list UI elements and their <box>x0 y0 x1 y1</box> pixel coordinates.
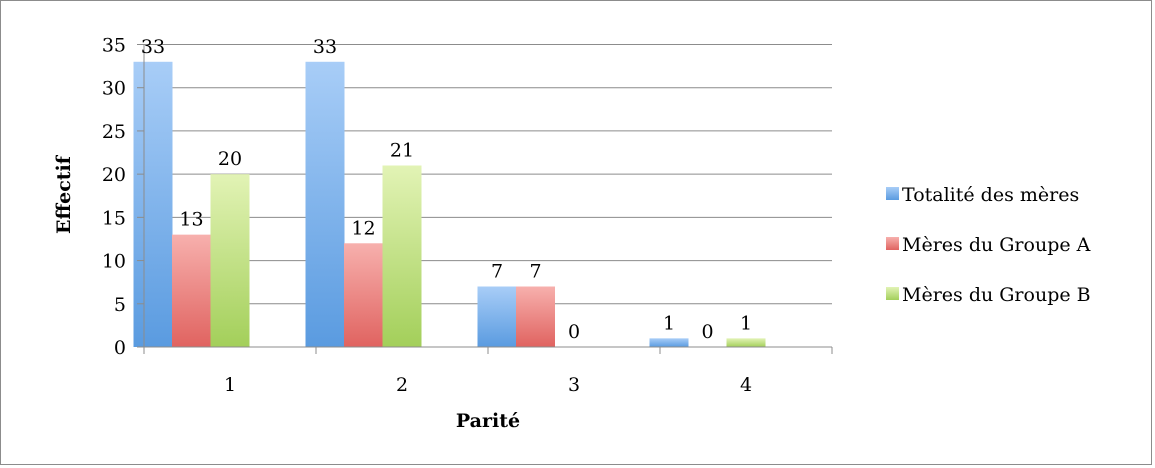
data-label: 21 <box>390 140 414 162</box>
bar <box>133 61 173 348</box>
y-tick-label: 30 <box>102 78 126 100</box>
bar <box>726 338 766 347</box>
x-tick-label: 2 <box>396 374 408 396</box>
data-label: 7 <box>491 261 503 283</box>
data-label: 1 <box>740 312 752 334</box>
bar <box>172 234 211 347</box>
y-tick-labels: 0 5 10 15 20 25 30 35 <box>102 35 126 360</box>
data-label: 13 <box>179 209 203 231</box>
x-tick-labels: 1 2 3 4 <box>224 374 752 396</box>
x-tick-label: 4 <box>740 374 752 396</box>
legend-label: Mères du Groupe A <box>902 234 1091 256</box>
data-label: 33 <box>141 36 165 58</box>
bar <box>305 61 345 348</box>
legend-swatch <box>886 287 899 300</box>
data-labels: 33 33 7 1 13 12 7 0 20 21 0 1 <box>141 36 752 343</box>
y-tick-label: 35 <box>102 35 126 57</box>
data-label: 20 <box>218 148 242 170</box>
bar <box>516 286 555 347</box>
data-label: 0 <box>701 321 713 343</box>
x-tick-label: 3 <box>568 374 580 396</box>
data-label: 33 <box>313 36 337 58</box>
y-tick-label: 15 <box>102 207 126 229</box>
legend-swatch <box>886 237 899 250</box>
bar <box>344 243 383 347</box>
legend-swatch <box>886 187 899 200</box>
data-label: 1 <box>663 312 675 334</box>
y-tick-label: 0 <box>114 337 126 359</box>
axes <box>137 44 833 354</box>
x-axis-title: Parité <box>456 410 520 432</box>
bar <box>649 338 689 347</box>
legend-label: Mères du Groupe B <box>902 284 1091 306</box>
data-label: 0 <box>568 321 580 343</box>
y-tick-label: 25 <box>102 121 126 143</box>
y-tick-label: 20 <box>102 164 126 186</box>
bar <box>477 286 517 347</box>
bars <box>133 61 766 348</box>
gridlines <box>144 44 832 305</box>
x-tick-label: 1 <box>224 374 236 396</box>
y-tick-label: 5 <box>114 294 126 316</box>
legend: Totalité des mères Mères du Groupe A Mères… <box>886 184 1091 306</box>
data-label: 12 <box>351 217 375 239</box>
bar <box>210 174 250 347</box>
legend-label: Totalité des mères <box>902 184 1079 206</box>
data-label: 7 <box>529 261 541 283</box>
y-axis-title: Effectif <box>53 154 75 234</box>
y-tick-label: 10 <box>102 251 126 273</box>
bar <box>382 165 422 347</box>
